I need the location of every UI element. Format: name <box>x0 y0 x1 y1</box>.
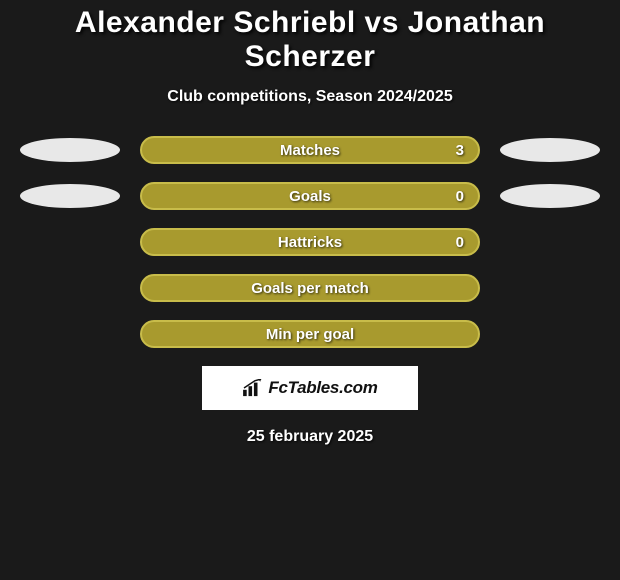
stat-row: Min per goal <box>0 320 620 348</box>
stat-value: 3 <box>456 142 464 159</box>
page-title: Alexander Schriebl vs Jonathan Scherzer <box>0 6 620 74</box>
player-ellipse-left <box>20 184 120 208</box>
stat-value: 0 <box>456 188 464 205</box>
stat-label: Goals <box>289 188 331 205</box>
stat-row: Goals per match <box>0 274 620 302</box>
subtitle: Club competitions, Season 2024/2025 <box>0 88 620 106</box>
stat-bar: Goals per match <box>140 274 480 302</box>
logo-box: FcTables.com <box>202 366 418 410</box>
date-label: 25 february 2025 <box>0 428 620 446</box>
stat-row: Goals 0 <box>0 182 620 210</box>
stat-label: Goals per match <box>251 280 369 297</box>
player-ellipse-left <box>20 138 120 162</box>
comparison-infographic: Alexander Schriebl vs Jonathan Scherzer … <box>0 0 620 446</box>
player-ellipse-right <box>500 184 600 208</box>
stat-row: Hattricks 0 <box>0 228 620 256</box>
stat-bar: Hattricks 0 <box>140 228 480 256</box>
stat-bars: Matches 3 Goals 0 Hattricks 0 Goals per match M… <box>0 136 620 348</box>
stat-label: Min per goal <box>266 326 354 343</box>
player-ellipse-right <box>500 138 600 162</box>
stat-label: Hattricks <box>278 234 342 251</box>
logo-text: FcTables.com <box>268 378 377 398</box>
stat-row: Matches 3 <box>0 136 620 164</box>
stat-bar: Matches 3 <box>140 136 480 164</box>
chart-icon <box>242 379 264 397</box>
stat-bar: Min per goal <box>140 320 480 348</box>
stat-bar: Goals 0 <box>140 182 480 210</box>
stat-label: Matches <box>280 142 340 159</box>
stat-value: 0 <box>456 234 464 251</box>
